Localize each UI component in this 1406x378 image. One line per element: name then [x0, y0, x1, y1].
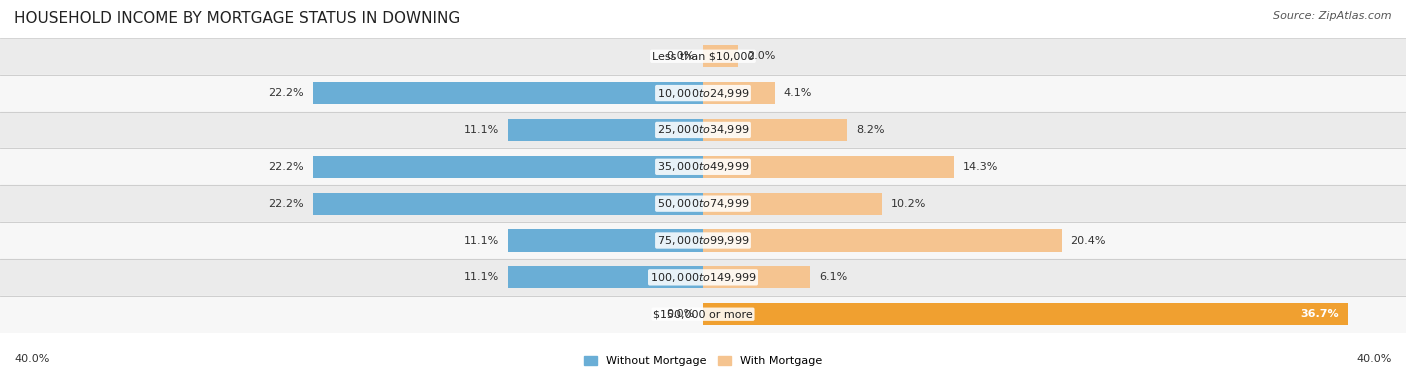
Text: 11.1%: 11.1% [464, 235, 499, 245]
Text: 40.0%: 40.0% [14, 354, 49, 364]
Bar [0, 75, 1406, 112]
Text: 6.1%: 6.1% [818, 273, 848, 282]
Text: 11.1%: 11.1% [464, 125, 499, 135]
Bar [0, 112, 1406, 149]
Text: HOUSEHOLD INCOME BY MORTGAGE STATUS IN DOWNING: HOUSEHOLD INCOME BY MORTGAGE STATUS IN D… [14, 11, 460, 26]
Bar [0, 222, 1406, 259]
Text: 22.2%: 22.2% [269, 162, 304, 172]
Legend: Without Mortgage, With Mortgage: Without Mortgage, With Mortgage [582, 354, 824, 369]
Text: 22.2%: 22.2% [269, 88, 304, 98]
Text: 10.2%: 10.2% [891, 199, 927, 209]
Bar [703, 303, 1348, 325]
Text: 36.7%: 36.7% [1301, 309, 1340, 319]
Text: 0.0%: 0.0% [666, 309, 695, 319]
Text: $150,000 or more: $150,000 or more [654, 309, 752, 319]
Bar [508, 229, 703, 252]
Text: 40.0%: 40.0% [1357, 354, 1392, 364]
Bar [508, 119, 703, 141]
Bar [703, 156, 955, 178]
Bar [314, 193, 703, 215]
Text: Source: ZipAtlas.com: Source: ZipAtlas.com [1274, 11, 1392, 21]
Bar [703, 82, 775, 104]
Text: $35,000 to $49,999: $35,000 to $49,999 [657, 160, 749, 173]
Text: $100,000 to $149,999: $100,000 to $149,999 [650, 271, 756, 284]
Bar [508, 266, 703, 288]
Text: 0.0%: 0.0% [666, 51, 695, 61]
Bar [0, 38, 1406, 75]
Bar [703, 45, 738, 67]
Bar [314, 156, 703, 178]
Text: 22.2%: 22.2% [269, 199, 304, 209]
Bar [314, 82, 703, 104]
Text: $10,000 to $24,999: $10,000 to $24,999 [657, 87, 749, 99]
Bar [703, 266, 810, 288]
Text: 8.2%: 8.2% [856, 125, 884, 135]
Text: $50,000 to $74,999: $50,000 to $74,999 [657, 197, 749, 210]
Bar [703, 193, 883, 215]
Text: 20.4%: 20.4% [1070, 235, 1105, 245]
Text: Less than $10,000: Less than $10,000 [652, 51, 754, 61]
Bar [0, 296, 1406, 333]
Text: 4.1%: 4.1% [785, 88, 813, 98]
Bar [0, 185, 1406, 222]
Bar [703, 119, 846, 141]
Text: 2.0%: 2.0% [747, 51, 775, 61]
Text: 11.1%: 11.1% [464, 273, 499, 282]
Text: $75,000 to $99,999: $75,000 to $99,999 [657, 234, 749, 247]
Bar [0, 259, 1406, 296]
Text: $25,000 to $34,999: $25,000 to $34,999 [657, 124, 749, 136]
Bar [703, 229, 1062, 252]
Text: 14.3%: 14.3% [963, 162, 998, 172]
Bar [0, 149, 1406, 185]
